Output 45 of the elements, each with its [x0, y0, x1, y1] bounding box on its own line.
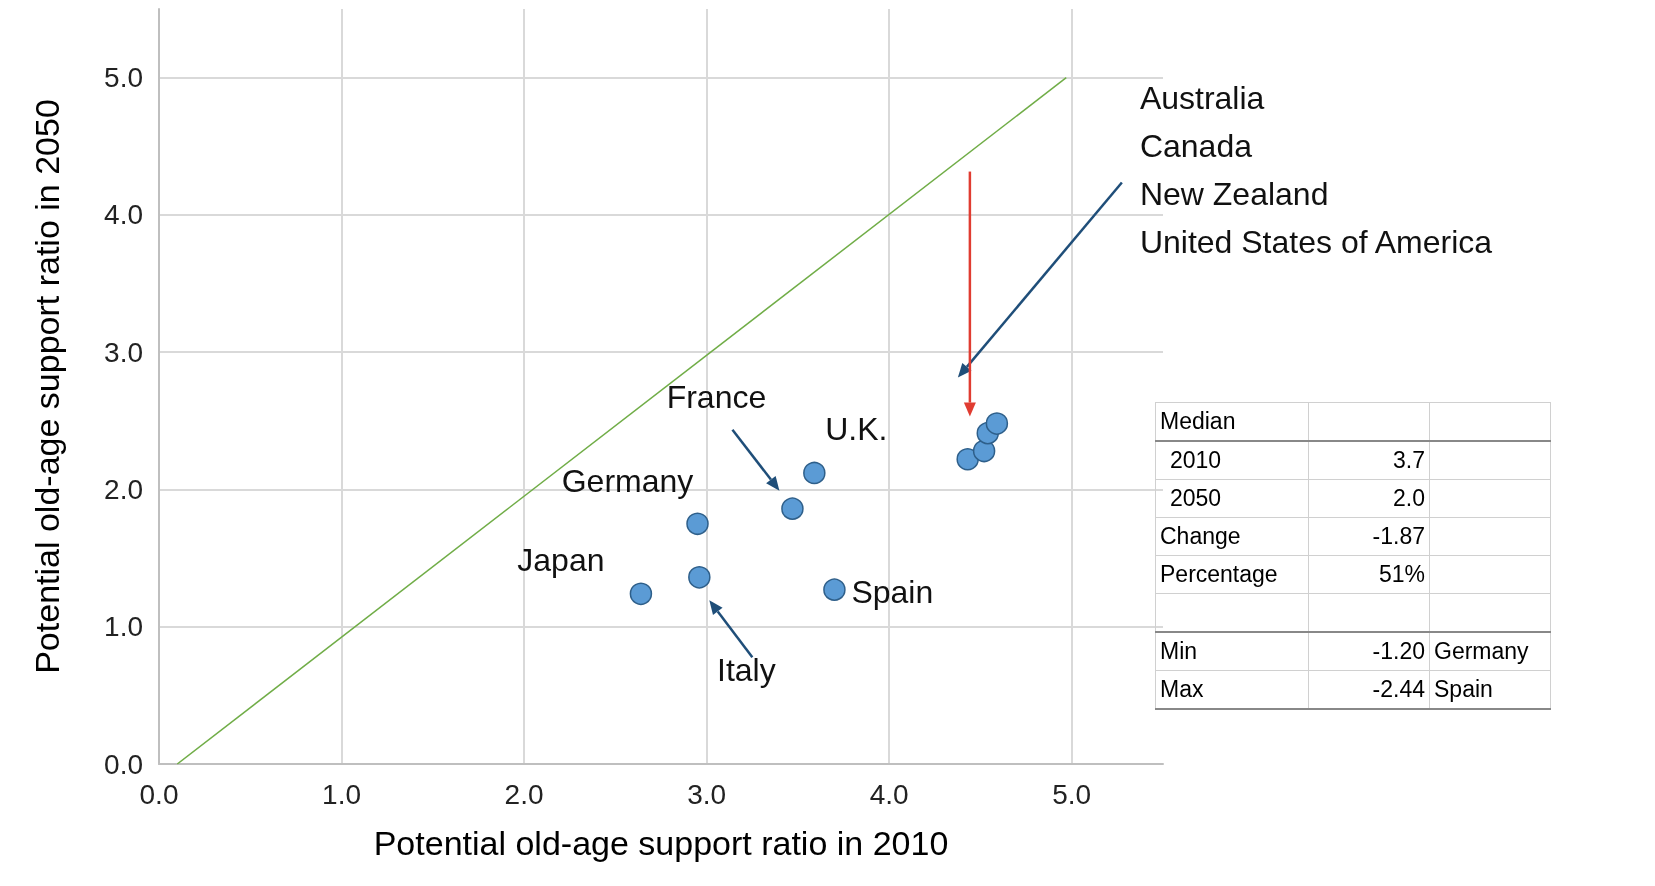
x-tick-label: 0.0 — [139, 778, 179, 810]
y-tick-label: 3.0 — [104, 336, 143, 368]
annotation: Percentage — [1155, 555, 1309, 594]
x-tick-label: 1.0 — [322, 778, 362, 810]
point — [956, 448, 979, 471]
text: Spain — [1429, 670, 1551, 709]
y-tick-label: 0.0 — [104, 748, 143, 780]
text: 3.7 — [1308, 441, 1430, 480]
point — [972, 439, 996, 463]
point — [985, 412, 1009, 435]
point — [803, 461, 826, 485]
annotation: Germany — [561, 462, 694, 499]
point — [781, 497, 804, 520]
annotation: Max — [1155, 670, 1309, 709]
text: -1.20 — [1308, 632, 1430, 671]
text: 2010 — [1155, 441, 1309, 480]
annotation: Change — [1155, 517, 1309, 556]
annotation: Min — [1155, 632, 1309, 671]
annotation: Spain — [851, 573, 934, 610]
y-tick-label: 1.0 — [104, 611, 143, 643]
annotation: U.K. — [825, 410, 888, 447]
x-tick-label: 2.0 — [504, 778, 544, 810]
text: 2.0 — [1308, 479, 1430, 518]
y-tick-label: 4.0 — [104, 199, 143, 231]
x-tick-label: 5.0 — [1052, 778, 1092, 810]
text: 2050 — [1155, 479, 1309, 518]
y-axis-title: Potential old-age support ratio in 2050 — [28, 99, 66, 674]
text: -2.44 — [1308, 670, 1430, 709]
text: -1.87 — [1308, 517, 1430, 556]
x-axis-title: Potential old-age support ratio in 2010 — [373, 824, 949, 862]
point — [686, 512, 709, 536]
annotation: Australia Canada New Zealand United States of America — [1139, 79, 1493, 260]
point — [629, 582, 653, 606]
text: Germany — [1429, 632, 1551, 671]
annotation: France — [666, 378, 767, 415]
x-tick-label: 3.0 — [687, 778, 727, 810]
point — [823, 578, 846, 601]
y-tick-label: 5.0 — [104, 62, 143, 94]
x-tick-label: 4.0 — [869, 778, 909, 810]
y-tick-label: 2.0 — [104, 473, 143, 505]
text: 51% — [1308, 555, 1430, 594]
annotation: Median — [1155, 402, 1309, 441]
annotation: Japan — [517, 541, 605, 578]
annotation: Italy — [716, 652, 776, 689]
point — [688, 566, 711, 589]
